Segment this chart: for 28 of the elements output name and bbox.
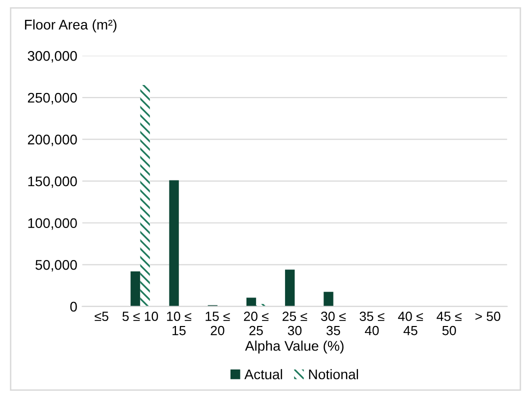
x-tick-label: 30 ≤ 35 [321,312,346,336]
bar [324,292,334,306]
x-tick-label: 35 ≤ 40 [360,312,384,336]
y-tick-label: 250,000 [28,92,77,104]
bar [246,298,256,306]
x-tick-label: 20 ≤ 25 [244,312,268,336]
bar [140,84,150,306]
x-tick-label: 15 ≤ 20 [206,312,230,336]
legend-label: Notional [309,369,358,380]
y-tick-label: 200,000 [28,134,77,146]
bar [130,271,140,306]
legend-label: Actual [244,369,282,380]
bar [169,180,179,306]
x-tick-label: > 50 [475,312,500,322]
y-tick-label: 300,000 [28,51,77,63]
x-tick-label: ≤5 [94,312,108,322]
bar [285,270,295,306]
y-tick-label: 50,000 [36,260,77,272]
y-axis-title: Floor Area (m²) [25,19,116,32]
x-tick-label: 10 ≤ 15 [167,312,192,336]
x-tick-label: 25 ≤ 30 [282,312,308,336]
x-tick-label: 5 ≤ 10 [122,312,158,322]
y-tick-label: 150,000 [28,176,77,188]
x-tick-label: 45 ≤ 50 [436,312,462,336]
x-tick-label: 40 ≤ 45 [398,312,423,336]
y-tick-label: 0 [70,302,77,312]
x-axis-title: Alpha Value (%) [245,340,344,354]
y-tick-label: 100,000 [28,218,77,230]
